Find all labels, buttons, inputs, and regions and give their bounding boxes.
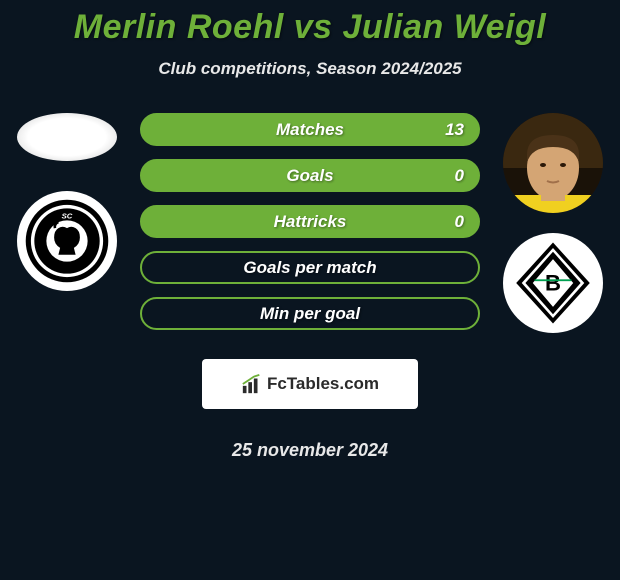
date-text: 25 november 2024 [140,440,480,461]
chart-icon [241,373,263,395]
watermark-text: FcTables.com [267,374,379,394]
player-left-avatar [17,113,117,161]
comparison-card: Merlin Roehl vs Julian Weigl Club compet… [0,0,620,461]
stat-value: 0 [455,212,464,232]
page-title: Merlin Roehl vs Julian Weigl [0,8,620,47]
watermark: FcTables.com [202,359,418,409]
stat-bar-goals-per-match: Goals per match [140,251,480,284]
player-left-column: SC [12,113,122,291]
subtitle: Club competitions, Season 2024/2025 [0,59,620,79]
player-right-avatar [503,113,603,213]
freiburg-icon: SC [24,198,110,284]
stat-bar-min-per-goal: Min per goal [140,297,480,330]
stat-bar-goals: Goals 0 [140,159,480,192]
svg-text:B: B [545,270,561,295]
stat-value: 0 [455,166,464,186]
stat-label: Goals per match [243,258,376,278]
stat-bar-matches: Matches 13 [140,113,480,146]
club-right-badge: B [503,233,603,333]
club-left-badge: SC [17,191,117,291]
main-row: SC Matches 13 Goals 0 Hattricks 0 Goals … [0,113,620,461]
gladbach-icon: B [507,237,599,329]
stat-value: 13 [445,120,464,140]
stat-label: Min per goal [260,304,360,324]
stat-label: Goals [286,166,333,186]
player-right-column: B [498,113,608,333]
stat-bar-hattricks: Hattricks 0 [140,205,480,238]
stat-label: Matches [276,120,344,140]
player-photo-icon [503,113,603,213]
svg-text:SC: SC [62,212,73,221]
stats-column: Matches 13 Goals 0 Hattricks 0 Goals per… [140,113,480,461]
stat-label: Hattricks [274,212,347,232]
